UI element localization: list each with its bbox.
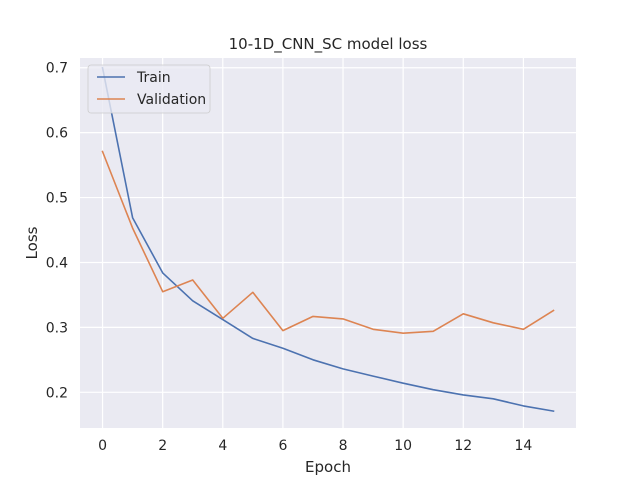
chart-title: 10-1D_CNN_SC model loss [229,35,428,54]
y-tick-label: 0.6 [46,126,68,142]
y-tick-label: 0.2 [46,385,68,401]
x-tick-labels: 0 2 4 6 8 10 12 14 [98,438,532,454]
legend-label-train: Train [136,70,171,86]
x-tick-label: 6 [278,438,287,454]
x-tick-label: 8 [339,438,348,454]
x-tick-label: 4 [218,438,227,454]
legend-label-validation: Validation [137,92,206,108]
series-line-train [101,66,555,413]
y-tick-label: 0.4 [46,255,68,271]
x-tick-label: 2 [158,438,167,454]
x-tick-label: 10 [394,438,412,454]
x-tick-label: 14 [514,438,532,454]
x-axis-label: Epoch [305,458,351,476]
grid-lines [80,58,576,428]
x-tick-label: 12 [454,438,472,454]
y-tick-label: 0.3 [46,320,68,336]
plot-background [80,58,576,428]
series-line-validation [101,150,555,335]
y-tick-labels: 0.2 0.3 0.4 0.5 0.6 0.7 [46,61,68,402]
legend: Train Validation [87,64,211,114]
y-tick-label: 0.5 [46,191,68,207]
y-tick-label: 0.7 [46,61,68,77]
x-tick-label: 0 [98,438,107,454]
series-lines [101,66,555,413]
y-axis-label: Loss [23,226,41,259]
